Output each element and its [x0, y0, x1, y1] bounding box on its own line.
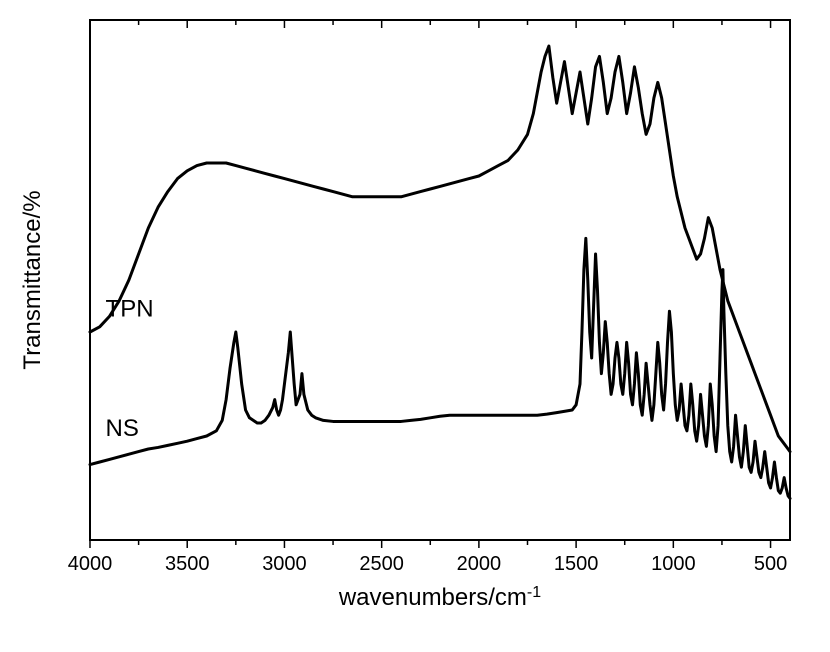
x-tick-label: 500	[754, 553, 787, 575]
x-tick-label: 1000	[651, 553, 696, 575]
x-tick-label: 2500	[359, 553, 404, 575]
x-tick-label: 4000	[68, 553, 113, 575]
x-tick-label: 2000	[457, 553, 502, 575]
series-label-NS: NS	[106, 415, 139, 442]
y-axis-title: Transmittance/%	[19, 190, 46, 369]
x-tick-label: 3000	[262, 553, 307, 575]
series-NS	[90, 238, 790, 498]
x-axis-title: wavenumbers/cm-1	[338, 584, 541, 612]
x-tick-label: 1500	[554, 553, 599, 575]
plot-border	[90, 20, 790, 540]
ftir-chart: 4000 3500 3000 2500 2000 1500 1000 500 wavenumbe…	[0, 0, 830, 647]
chart-svg: 4000 3500 3000 2500 2000 1500 1000 500 wavenumbe…	[0, 0, 830, 647]
x-tick-label: 3500	[165, 553, 210, 575]
series-label-TPN: TPN	[106, 295, 154, 322]
series-TPN	[90, 46, 790, 452]
